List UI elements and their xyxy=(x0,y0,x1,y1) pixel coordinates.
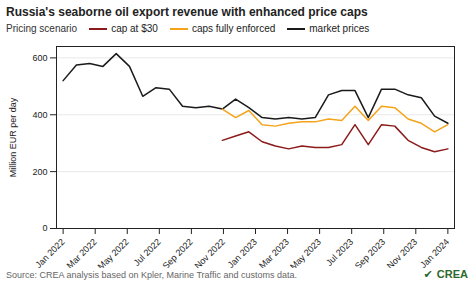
svg-text:Nov 2022: Nov 2022 xyxy=(193,237,227,268)
html-text:caps fully enforced: caps fully enforced xyxy=(191,23,276,34)
svg-text:200: 200 xyxy=(32,167,47,177)
svg-text:600: 600 xyxy=(32,53,47,63)
html-text:cap at $30: cap at $30 xyxy=(111,23,158,34)
svg-text:May 2022: May 2022 xyxy=(96,237,131,268)
svg-text:400: 400 xyxy=(32,110,47,120)
html-text:Source: CREA analysis based on: Source: CREA analysis based on Kpler, Ma… xyxy=(6,270,297,280)
html-text:market prices: market prices xyxy=(309,23,370,34)
html-text:Russia's seaborne oil export r: Russia's seaborne oil export revenue wit… xyxy=(6,5,368,19)
svg-text:Nov 2023: Nov 2023 xyxy=(385,237,419,268)
svg-text:May 2023: May 2023 xyxy=(288,237,323,268)
svg-text:Sep 2022: Sep 2022 xyxy=(161,237,195,268)
svg-text:Mar 2022: Mar 2022 xyxy=(65,237,99,268)
svg-text:Sep 2023: Sep 2023 xyxy=(353,237,387,268)
svg-text:Jan 2022: Jan 2022 xyxy=(33,237,66,268)
svg-text:Mar 2023: Mar 2023 xyxy=(257,237,291,268)
svg-text:Million EUR per day: Million EUR per day xyxy=(8,97,18,177)
svg-text:Jan 2024: Jan 2024 xyxy=(418,237,451,268)
svg-text:Jul 2023: Jul 2023 xyxy=(324,237,355,268)
html-text:✔ CREA: ✔ CREA xyxy=(423,268,468,280)
html-text:Pricing scenario: Pricing scenario xyxy=(6,23,78,34)
svg-text:Jul 2022: Jul 2022 xyxy=(132,237,163,268)
svg-text:0: 0 xyxy=(42,223,47,233)
svg-text:Jan 2023: Jan 2023 xyxy=(226,237,259,268)
